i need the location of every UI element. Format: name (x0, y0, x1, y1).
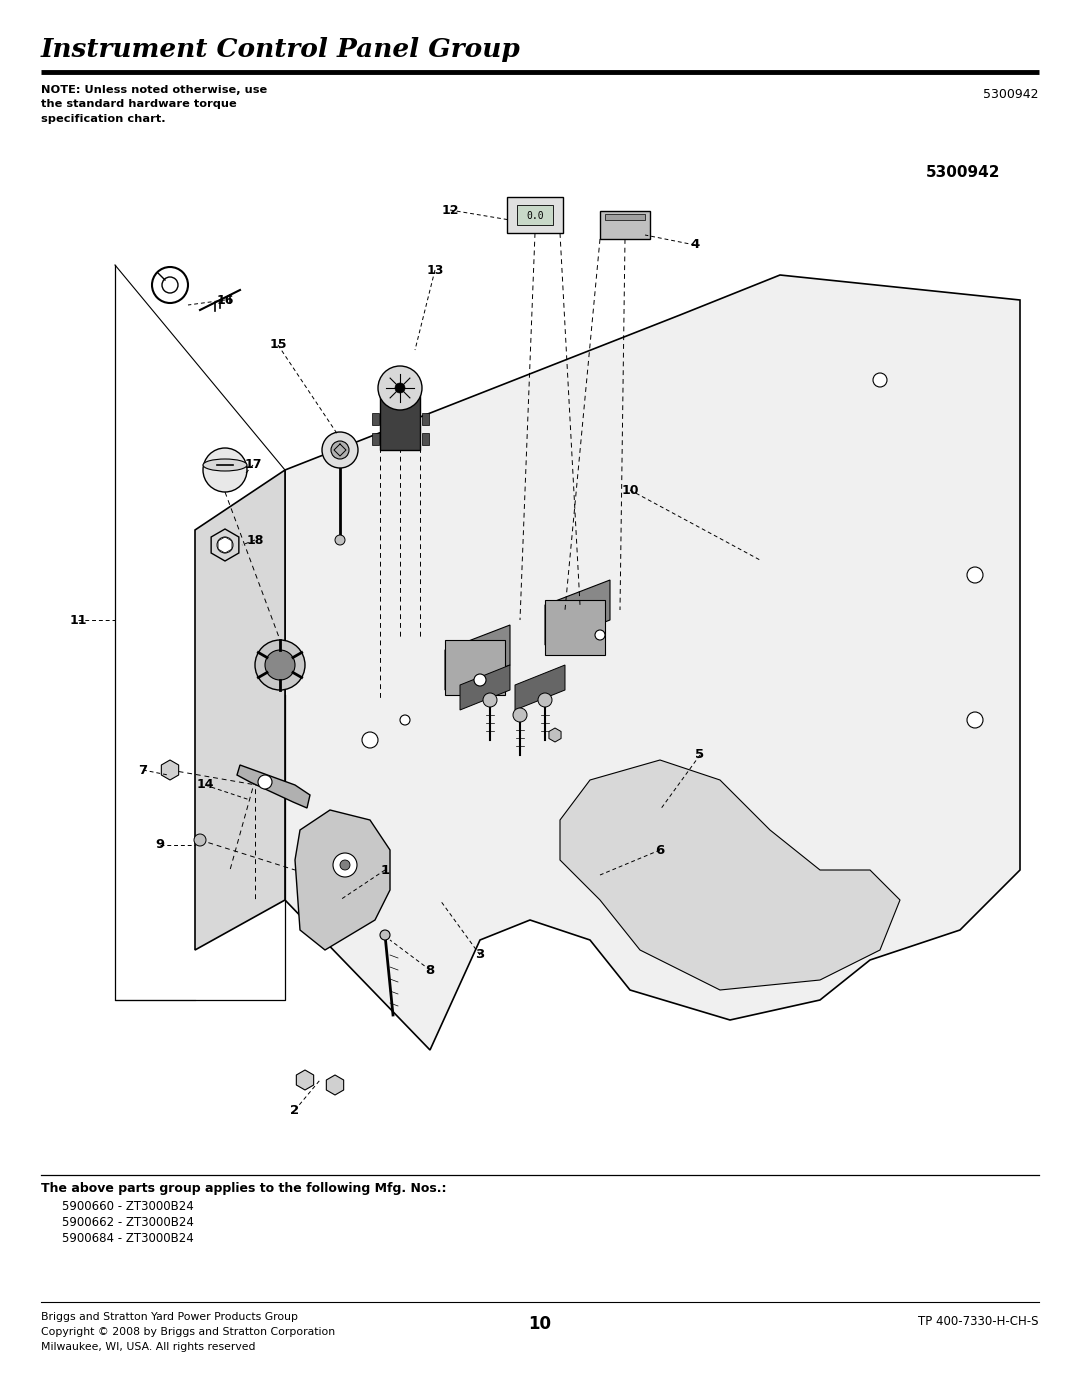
Text: 15: 15 (269, 338, 287, 352)
Text: Briggs and Stratton Yard Power Products Group
Copyright © 2008 by Briggs and Str: Briggs and Stratton Yard Power Products … (41, 1312, 335, 1352)
Bar (422, 414, 429, 425)
Circle shape (194, 834, 206, 847)
Text: 8: 8 (426, 964, 434, 977)
Text: 3: 3 (475, 949, 485, 961)
Circle shape (513, 708, 527, 722)
Circle shape (873, 373, 887, 387)
Text: 18: 18 (246, 534, 264, 546)
Circle shape (483, 693, 497, 707)
Text: 1: 1 (380, 863, 390, 876)
Polygon shape (515, 665, 565, 710)
Text: NOTE: Unless noted otherwise, use
the standard hardware torque
specification cha: NOTE: Unless noted otherwise, use the st… (41, 85, 267, 124)
Polygon shape (445, 624, 510, 690)
Circle shape (255, 640, 305, 690)
Circle shape (474, 673, 486, 686)
Text: 10: 10 (621, 483, 638, 496)
Text: 10: 10 (528, 1315, 552, 1333)
Text: 6: 6 (656, 844, 664, 856)
Circle shape (538, 693, 552, 707)
Text: 13: 13 (427, 264, 444, 277)
Text: Instrument Control Panel Group: Instrument Control Panel Group (41, 36, 521, 61)
Text: 0.0: 0.0 (526, 211, 544, 221)
Circle shape (340, 861, 350, 870)
Bar (422, 433, 429, 446)
Circle shape (400, 715, 410, 725)
Circle shape (395, 383, 405, 393)
Text: 12: 12 (442, 204, 459, 217)
Bar (545, 599, 605, 655)
Bar (600, 211, 650, 239)
Bar (372, 414, 379, 425)
Circle shape (265, 650, 295, 680)
Polygon shape (460, 665, 510, 710)
Circle shape (203, 448, 247, 492)
Circle shape (333, 854, 357, 877)
Text: 11: 11 (69, 613, 86, 626)
Circle shape (967, 567, 983, 583)
Polygon shape (237, 766, 310, 807)
Bar (445, 640, 505, 694)
Circle shape (322, 432, 357, 468)
Circle shape (380, 930, 390, 940)
Polygon shape (561, 760, 900, 990)
Bar (372, 433, 379, 446)
Bar (380, 395, 420, 450)
Text: 14: 14 (197, 778, 214, 792)
Ellipse shape (203, 460, 247, 471)
Text: 16: 16 (216, 293, 233, 306)
Text: 5300942: 5300942 (984, 88, 1039, 101)
Circle shape (378, 366, 422, 409)
Circle shape (362, 732, 378, 747)
Text: 5900684 - ZT3000B24: 5900684 - ZT3000B24 (62, 1232, 193, 1245)
Text: 17: 17 (244, 458, 261, 472)
Text: 5300942: 5300942 (926, 165, 1000, 180)
Circle shape (217, 536, 233, 553)
Text: 5900662 - ZT3000B24: 5900662 - ZT3000B24 (62, 1215, 194, 1229)
Text: 7: 7 (138, 764, 148, 777)
Text: 9: 9 (156, 838, 164, 852)
Text: 2: 2 (291, 1104, 299, 1116)
Polygon shape (545, 580, 610, 645)
Text: 5900660 - ZT3000B24: 5900660 - ZT3000B24 (62, 1200, 193, 1213)
Polygon shape (195, 469, 285, 950)
Bar (507, 197, 563, 233)
Text: 5: 5 (696, 749, 704, 761)
Polygon shape (285, 275, 1020, 1051)
Text: The above parts group applies to the following Mfg. Nos.:: The above parts group applies to the fol… (41, 1182, 446, 1194)
Circle shape (335, 535, 345, 545)
Text: 4: 4 (690, 239, 700, 251)
Circle shape (258, 775, 272, 789)
Circle shape (330, 441, 349, 460)
Bar (605, 214, 645, 219)
Circle shape (595, 630, 605, 640)
Polygon shape (295, 810, 390, 950)
Bar (517, 205, 553, 225)
Text: TP 400-7330-H-CH-S: TP 400-7330-H-CH-S (918, 1315, 1039, 1329)
Circle shape (967, 712, 983, 728)
